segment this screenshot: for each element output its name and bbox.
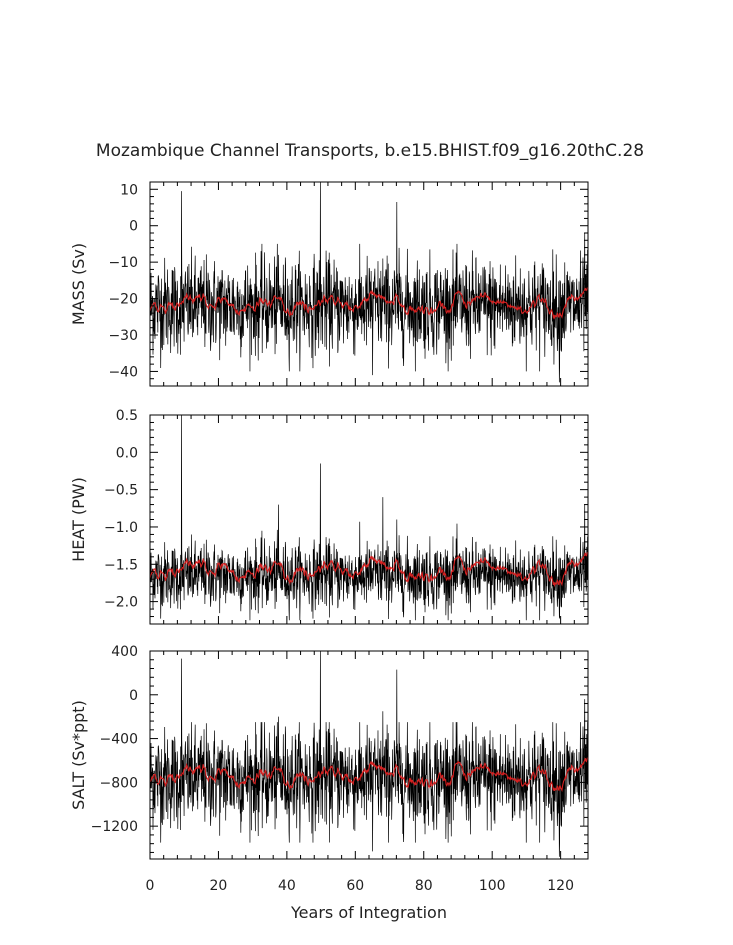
- y-tick-label: 0: [129, 688, 138, 704]
- y-tick-label: −2.0: [104, 595, 138, 611]
- y-tick-label: 400: [111, 644, 138, 660]
- y-axis-label: SALT (Sv*ppt): [69, 700, 88, 810]
- series-line-monthly: [150, 651, 588, 857]
- y-tick-label: 10: [120, 182, 138, 198]
- y-tick-label: −800: [100, 775, 138, 791]
- x-tick-label: 80: [415, 878, 433, 894]
- x-tick-label: 0: [146, 878, 155, 894]
- y-tick-label: −400: [100, 732, 138, 748]
- y-tick-label: −30: [108, 328, 138, 344]
- y-tick-label: −0.5: [104, 483, 138, 499]
- x-tick-label: 20: [210, 878, 228, 894]
- y-tick-label: −40: [108, 364, 138, 380]
- y-axis-label: MASS (Sv): [69, 243, 88, 325]
- y-tick-label: −1.5: [104, 557, 138, 573]
- series-line-smoothed: [150, 551, 588, 588]
- y-axis-label: HEAT (PW): [69, 477, 88, 562]
- y-tick-label: 0: [129, 219, 138, 235]
- chart-title: Mozambique Channel Transports, b.e15.BHI…: [96, 141, 644, 161]
- x-tick-label: 120: [547, 878, 574, 894]
- x-tick-label: 100: [479, 878, 506, 894]
- panel-1: 10 0 −10 −20 −30 −40 MASS (Sv): [69, 181, 589, 387]
- y-tick-label: −1200: [91, 819, 138, 835]
- y-tick-label: −1.0: [104, 520, 138, 536]
- y-tick-label: −10: [108, 255, 138, 271]
- series-line-smoothed: [150, 287, 588, 320]
- panel-2: 0.5 0.0 −0.5 −1.0 −1.5 −2.0 HEAT (PW): [69, 408, 589, 625]
- series-line-monthly: [150, 182, 588, 383]
- x-axis-label: Years of Integration: [290, 903, 447, 922]
- series-line-smoothed: [150, 757, 588, 793]
- y-tick-label: −20: [108, 292, 138, 308]
- x-tick-label: 60: [346, 878, 364, 894]
- series-line-monthly: [150, 415, 588, 621]
- y-tick-label: 0.0: [116, 445, 138, 461]
- x-tick-label: 40: [278, 878, 296, 894]
- y-tick-label: 0.5: [116, 408, 138, 424]
